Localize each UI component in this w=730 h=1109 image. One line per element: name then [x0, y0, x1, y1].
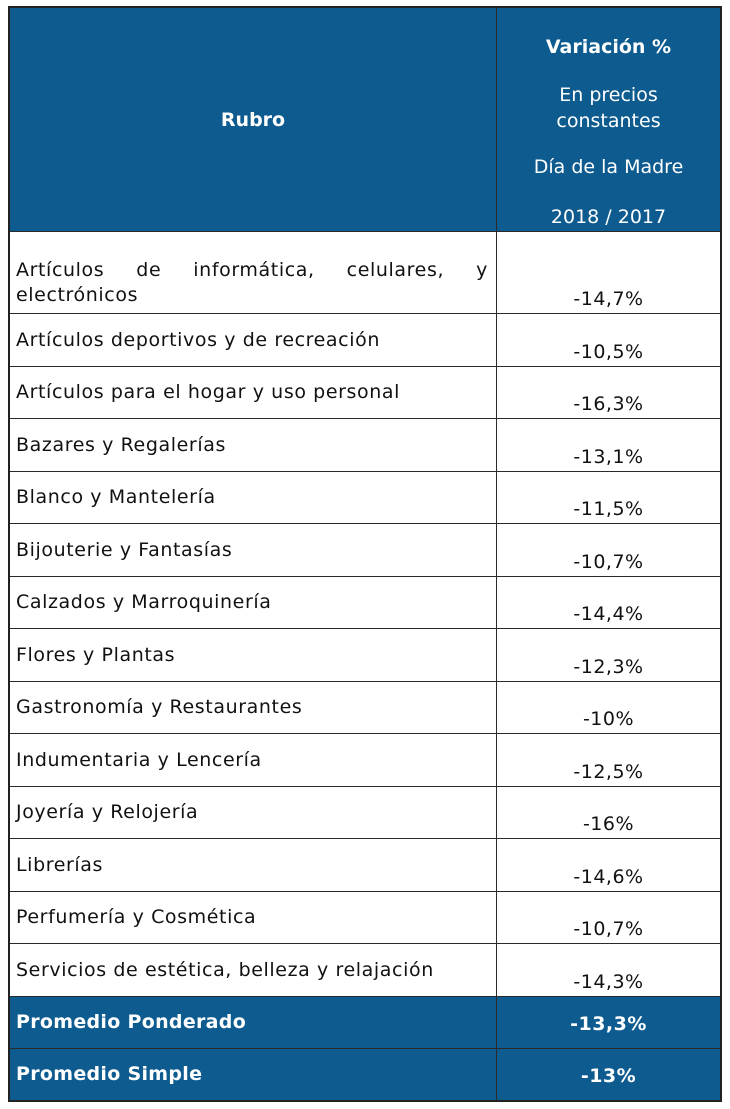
row-variacion: -10,7% — [497, 524, 720, 577]
header-variacion: Variación % En precios constantes Día de… — [497, 8, 720, 232]
row-variacion: -10,5% — [497, 314, 720, 367]
row-rubro: Indumentaria y Lencería — [10, 734, 497, 787]
header-variacion-sub1: En precios — [559, 84, 658, 106]
row-variacion: -14,7% — [497, 232, 720, 314]
variation-table: Rubro Variación % En precios constantes … — [8, 6, 722, 1102]
footer-value-simple: -13% — [497, 1048, 720, 1100]
row-rubro: Librerías — [10, 839, 497, 892]
row-rubro: Blanco y Mantelería — [10, 471, 497, 524]
row-variacion: -12,3% — [497, 629, 720, 682]
row-rubro: Perfumería y Cosmética — [10, 891, 497, 944]
header-variacion-sub3: Día de la Madre — [533, 156, 684, 178]
header-rubro-label: Rubro — [220, 108, 286, 131]
row-rubro: Calzados y Marroquinería — [10, 576, 497, 629]
footer-label-simple: Promedio Simple — [10, 1048, 497, 1100]
row-variacion: -10,7% — [497, 892, 720, 944]
row-rubro: Artículos deportivos y de recreación — [10, 314, 497, 367]
row-variacion: -10% — [497, 682, 720, 734]
row-rubro: Flores y Plantas — [10, 629, 497, 682]
header-rubro: Rubro — [10, 8, 497, 232]
row-variacion: -12,5% — [497, 734, 720, 787]
row-variacion: -16% — [497, 787, 720, 839]
row-rubro: Bijouterie y Fantasías — [10, 524, 497, 577]
row-rubro: Bazares y Regalerías — [10, 419, 497, 472]
row-variacion: -14,6% — [497, 839, 720, 892]
header-variacion-sub2: constantes — [556, 110, 661, 132]
header-variacion-sub4: 2018 / 2017 — [550, 206, 667, 228]
row-rubro: Artículos para el hogar y uso personal — [10, 366, 497, 419]
row-rubro: Joyería y Relojería — [10, 786, 497, 839]
row-rubro: Artículos de informática, celulares, y e… — [10, 232, 497, 314]
row-variacion: -14,3% — [497, 944, 720, 997]
row-variacion: -13,1% — [497, 419, 720, 472]
header-variacion-title: Variación % — [545, 36, 672, 58]
row-variacion: -14,4% — [497, 577, 720, 629]
row-rubro: Gastronomía y Restaurantes — [10, 681, 497, 734]
footer-label-ponderado: Promedio Ponderado — [10, 996, 497, 1049]
row-rubro: Servicios de estética, belleza y relajac… — [10, 944, 497, 997]
footer-value-ponderado: -13,3% — [497, 996, 720, 1049]
row-variacion: -16,3% — [497, 367, 720, 419]
row-variacion: -11,5% — [497, 472, 720, 524]
